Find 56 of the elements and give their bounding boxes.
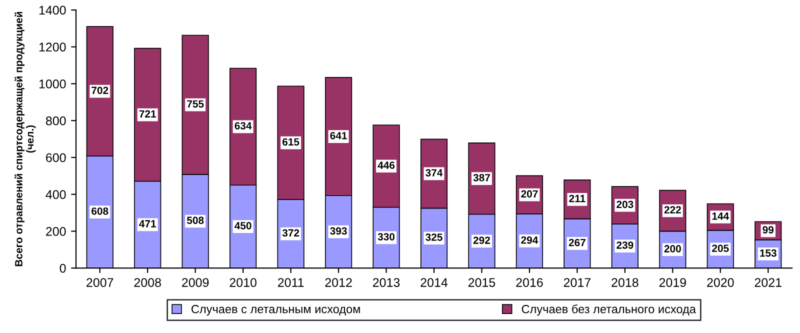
x-tick-label: 2010 xyxy=(230,278,256,287)
data-label: 267 xyxy=(568,238,586,246)
x-tick-label: 2017 xyxy=(564,278,590,287)
y-axis-title: Всего отравлений спиртсодержащей продукцией (чел.) xyxy=(14,12,36,266)
data-label: 450 xyxy=(234,222,252,230)
data-label: 721 xyxy=(139,110,156,118)
data-label: 200 xyxy=(664,245,681,252)
data-label: 292 xyxy=(473,236,490,244)
data-label: 641 xyxy=(330,132,347,140)
data-label: 387 xyxy=(473,174,490,182)
data-label: 211 xyxy=(569,194,586,202)
data-label: 471 xyxy=(139,220,156,228)
y-tick-label: 400 xyxy=(46,190,66,199)
x-tick-label: 2021 xyxy=(754,278,782,287)
data-label: 393 xyxy=(330,227,347,235)
x-tick-label: 2008 xyxy=(134,278,161,287)
data-label: 203 xyxy=(616,200,634,208)
y-tick-label: 1200 xyxy=(39,42,66,52)
data-label: 222 xyxy=(664,206,681,214)
legend-label: Случаев с летальным исходом xyxy=(192,304,360,316)
data-label: 294 xyxy=(521,236,538,244)
x-tick-label: 2009 xyxy=(182,278,209,287)
data-label: 702 xyxy=(92,86,108,94)
data-label: 446 xyxy=(378,162,395,169)
y-tick-label: 1000 xyxy=(39,80,66,88)
data-label: 755 xyxy=(187,100,204,108)
data-label: 153 xyxy=(760,249,776,257)
x-tick-label: 2014 xyxy=(420,278,448,287)
x-tick-label: 2012 xyxy=(325,278,352,287)
data-label: 508 xyxy=(186,216,204,224)
y-tick-label: 1400 xyxy=(39,6,66,15)
data-label: 634 xyxy=(234,122,252,130)
legend-label: Случаев без летального исхода xyxy=(522,304,696,316)
x-tick-label: 2015 xyxy=(468,278,496,287)
data-label: 207 xyxy=(521,190,538,198)
data-label: 239 xyxy=(616,241,634,249)
x-tick-label: 2018 xyxy=(612,278,638,287)
y-tick-label: 800 xyxy=(46,116,66,126)
y-tick-label: 0 xyxy=(60,264,66,273)
x-tick-label: 2013 xyxy=(372,278,400,287)
x-tick-label: 2020 xyxy=(707,278,734,287)
data-label: 325 xyxy=(426,234,442,241)
data-label: 144 xyxy=(712,212,730,220)
data-label: 374 xyxy=(426,169,443,176)
data-label: 99 xyxy=(762,226,774,234)
data-label: 330 xyxy=(378,233,395,240)
data-label: 608 xyxy=(92,207,108,215)
y-tick-label: 600 xyxy=(46,153,66,162)
data-label: 205 xyxy=(712,244,729,252)
y-tick-label: 200 xyxy=(46,227,66,236)
data-label: 372 xyxy=(282,229,300,237)
data-label: 615 xyxy=(282,138,300,146)
x-tick-label: 2007 xyxy=(86,278,114,287)
x-tick-label: 2016 xyxy=(516,278,543,287)
x-tick-label: 2019 xyxy=(659,278,686,287)
x-tick-label: 2011 xyxy=(278,278,304,287)
